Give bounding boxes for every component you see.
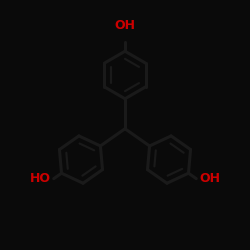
Text: OH: OH <box>114 19 136 32</box>
Text: OH: OH <box>199 172 220 185</box>
Text: HO: HO <box>30 172 51 185</box>
